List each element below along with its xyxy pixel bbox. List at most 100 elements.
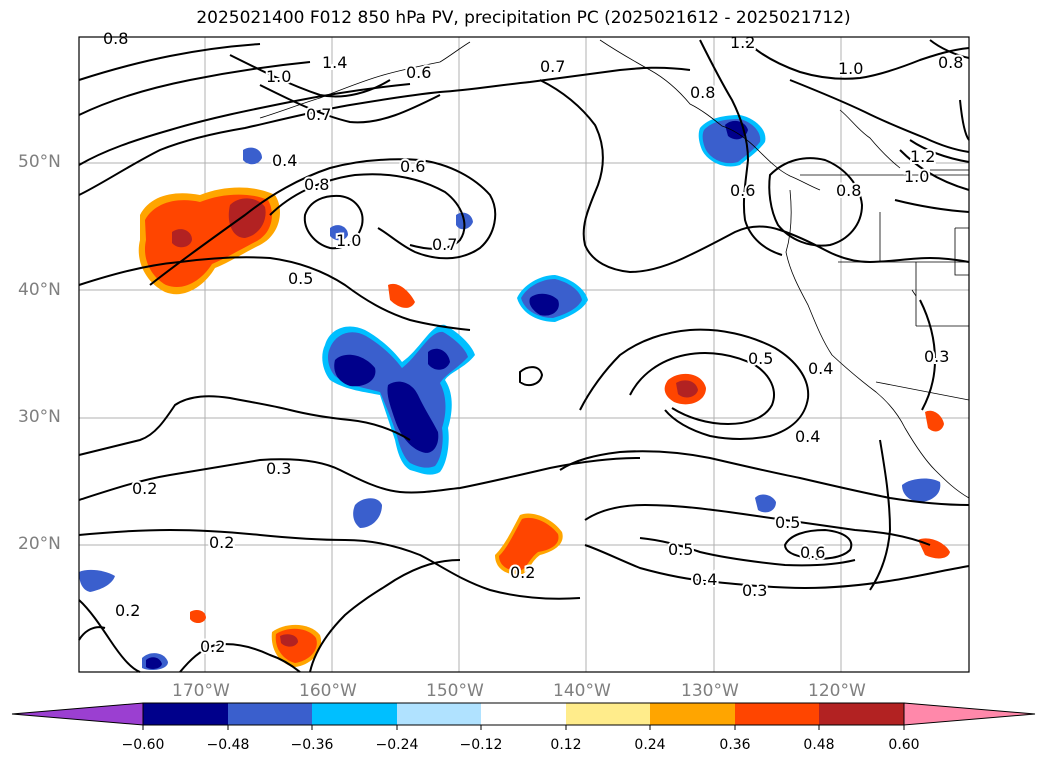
contour-line [929, 39, 970, 59]
coastlines [259, 39, 970, 499]
pv-contours [78, 39, 970, 673]
contour-line [783, 528, 853, 560]
contour-label: 0.8 [103, 29, 128, 48]
contour-label: 0.3 [266, 459, 291, 478]
colorbar-tick-label: −0.36 [290, 737, 334, 753]
colorbar-tick-label: 0.60 [888, 737, 920, 753]
contour-label: 0.7 [540, 57, 565, 76]
contour-line [149, 158, 497, 286]
precip-area [146, 657, 162, 669]
map-border [78, 36, 970, 673]
lat-label-50n: 50°N [18, 152, 61, 172]
contour-label: 0.8 [836, 181, 861, 200]
lat-label-40n: 40°N [18, 280, 61, 300]
colorbar-bin [566, 703, 650, 725]
contour-line [259, 84, 441, 124]
contour-label: 0.4 [272, 151, 297, 170]
contour-line [639, 537, 856, 567]
contour-line [789, 79, 970, 153]
colorbar-extend-right [903, 702, 1036, 726]
contour-line [78, 626, 106, 641]
precip-area [499, 517, 559, 571]
contour-line [78, 599, 141, 673]
precip-area [353, 498, 382, 528]
contour-label: 0.5 [668, 540, 693, 559]
contour-label: 0.6 [800, 543, 825, 562]
lat-label-30n: 30°N [18, 407, 61, 427]
contour-labels: 0.8 1.0 1.4 0.6 0.7 0.4 0.8 0.6 0.7 1.0 … [101, 27, 965, 658]
contour-line [869, 439, 892, 591]
colorbar-bin [650, 703, 735, 725]
lat-label-20n: 20°N [18, 534, 61, 554]
contour-line [909, 139, 970, 163]
contour-label: 1.0 [266, 67, 291, 86]
colorbar-tick-label: −0.60 [121, 737, 165, 753]
contour-line [629, 352, 775, 426]
contour-label: 0.8 [690, 83, 715, 102]
map-title: 2025021400 F012 850 hPa PV, precipitatio… [196, 8, 851, 28]
contour-label: 0.6 [730, 181, 755, 200]
contour-label: 1.0 [336, 231, 361, 250]
colorbar-tick-label: −0.12 [459, 737, 503, 753]
precip-area [902, 478, 941, 502]
contour-line [303, 194, 364, 250]
colorbar-extend-left [11, 702, 144, 726]
contour-line [519, 366, 544, 387]
colorbar-tick-label: 0.12 [550, 737, 582, 753]
contour-label: 0.7 [432, 235, 457, 254]
contour-label: 0.6 [400, 157, 425, 176]
colorbar-tick-label: 0.24 [634, 737, 666, 753]
contour-label: 0.2 [510, 563, 535, 582]
contour-label: 1.2 [730, 33, 755, 52]
colorbar-tick-label: 0.36 [719, 737, 751, 753]
precip-area [280, 634, 298, 647]
contour-label: 0.2 [115, 601, 140, 620]
precip-area [243, 147, 262, 165]
colorbar-tick-label: −0.48 [206, 737, 250, 753]
contour-label: 0.4 [808, 359, 833, 378]
precip-area [529, 293, 559, 316]
precip-area [925, 410, 944, 432]
contour-line [894, 199, 970, 213]
contour-line [78, 83, 411, 166]
contour-label: 0.4 [795, 427, 820, 446]
contour-line [78, 61, 311, 116]
contour-label: 0.2 [200, 637, 225, 656]
contour-label: 1.0 [904, 167, 929, 186]
contour-line [269, 173, 466, 250]
contour-label: 1.4 [322, 53, 347, 72]
contour-line [78, 528, 581, 600]
contour-line [899, 149, 970, 191]
contour-line [179, 643, 301, 673]
contour-label: 0.2 [209, 533, 234, 552]
contour-line [229, 54, 391, 98]
colorbar-tick-label: −0.24 [375, 737, 419, 753]
precip-area [334, 354, 376, 387]
contour-line [579, 328, 810, 440]
precip-area [172, 229, 192, 248]
colorbar-bin [228, 703, 312, 725]
contour-label: 0.3 [924, 347, 949, 366]
colorbar-bin [819, 703, 904, 725]
contour-label: 0.4 [692, 570, 717, 589]
precip-area [330, 225, 348, 241]
lon-label-120w: 120°W [808, 681, 866, 701]
contour-line [78, 256, 471, 331]
contour-line [768, 157, 864, 247]
precip-area [79, 569, 115, 592]
contour-label: 0.5 [288, 269, 313, 288]
colorbar-bin [397, 703, 481, 725]
precip-area [428, 348, 450, 370]
precip-area [228, 198, 266, 238]
contour-line [78, 457, 641, 501]
contour-label: 0.7 [306, 105, 331, 124]
precip-area [388, 283, 415, 308]
lon-label-150w: 150°W [426, 681, 484, 701]
contour-line [78, 66, 691, 196]
contour-label: 0.8 [304, 175, 329, 194]
precip-area [676, 380, 698, 398]
contour-line [78, 395, 411, 456]
contour-label: 1.0 [838, 59, 863, 78]
contour-line [539, 79, 970, 274]
